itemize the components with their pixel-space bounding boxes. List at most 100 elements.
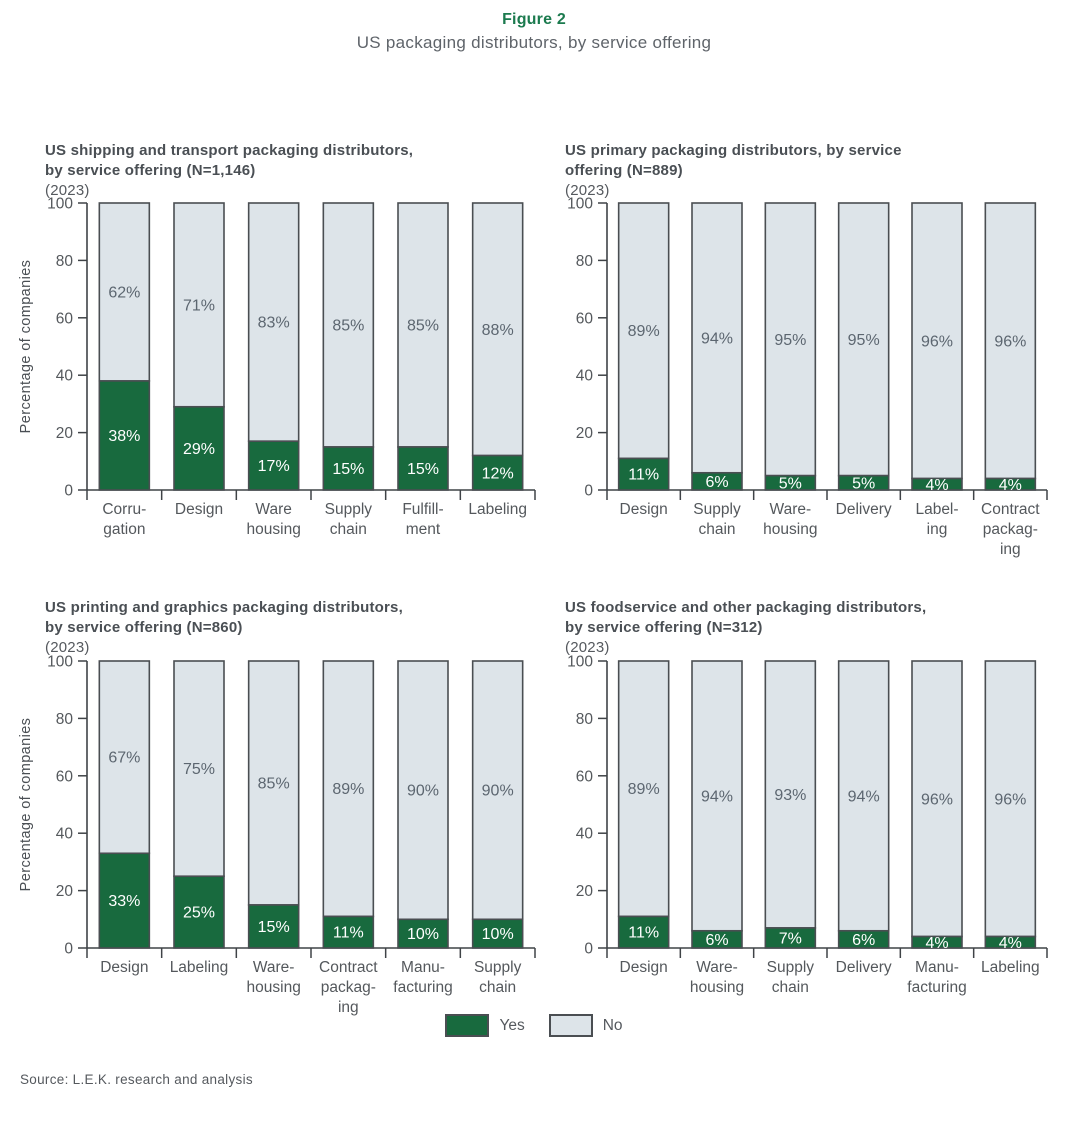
svg-text:40: 40: [576, 368, 594, 385]
svg-text:29%: 29%: [183, 441, 215, 458]
svg-text:93%: 93%: [774, 787, 806, 804]
svg-text:40: 40: [576, 826, 594, 843]
svg-text:Contract: Contract: [319, 959, 378, 976]
svg-text:4%: 4%: [999, 477, 1022, 494]
svg-text:100: 100: [567, 196, 593, 213]
svg-text:11%: 11%: [628, 925, 659, 942]
svg-text:Percentage of companies: Percentage of companies: [18, 260, 34, 434]
svg-text:chain: chain: [479, 979, 516, 996]
chart-title-printing: US printing and graphics packaging distr…: [45, 578, 535, 678]
svg-text:5%: 5%: [852, 475, 875, 492]
svg-text:85%: 85%: [332, 317, 364, 334]
svg-text:94%: 94%: [701, 788, 733, 805]
svg-text:96%: 96%: [921, 791, 953, 808]
svg-text:Design: Design: [175, 501, 223, 518]
chart-title-primary: US primary packaging distributors, by se…: [565, 121, 1055, 221]
svg-text:housing: housing: [690, 979, 744, 996]
svg-text:Supply: Supply: [325, 501, 373, 518]
svg-text:85%: 85%: [407, 317, 439, 334]
svg-text:83%: 83%: [258, 315, 290, 332]
svg-text:89%: 89%: [628, 323, 660, 340]
svg-text:90%: 90%: [407, 783, 439, 800]
svg-text:Delivery: Delivery: [836, 959, 892, 976]
svg-text:Manu-: Manu-: [401, 959, 445, 976]
svg-text:100: 100: [47, 654, 73, 671]
svg-text:96%: 96%: [921, 333, 953, 350]
svg-text:88%: 88%: [482, 322, 514, 339]
chart-year: (2023): [45, 182, 90, 199]
svg-text:Ware-: Ware-: [253, 959, 295, 976]
svg-text:Ware-: Ware-: [696, 959, 738, 976]
svg-text:0: 0: [584, 483, 593, 500]
svg-text:7%: 7%: [779, 930, 802, 947]
svg-text:17%: 17%: [258, 458, 290, 475]
svg-text:Labeling: Labeling: [981, 959, 1040, 976]
svg-text:20: 20: [576, 883, 594, 900]
svg-text:6%: 6%: [852, 932, 875, 949]
svg-text:Delivery: Delivery: [836, 501, 892, 518]
svg-text:20: 20: [576, 425, 594, 442]
svg-text:Fulfill-: Fulfill-: [402, 501, 443, 518]
svg-text:80: 80: [576, 253, 594, 270]
svg-text:15%: 15%: [332, 461, 364, 478]
svg-text:Contract: Contract: [981, 501, 1040, 518]
legend-yes-swatch: [445, 1014, 490, 1037]
stacked-bar-chart-printing: 0 20 40 60 80 100 67% 33% Design 75% 25% Labeling 85…: [18, 654, 536, 1016]
svg-text:facturing: facturing: [393, 979, 452, 996]
figure-title: US packaging distributors, by service of…: [356, 33, 712, 52]
svg-text:housing: housing: [247, 979, 301, 996]
chart-title-shipping: US shipping and transport packaging dist…: [45, 121, 535, 221]
svg-text:Design: Design: [100, 959, 148, 976]
chart-title-text: US primary packaging distributors, by se…: [565, 142, 902, 179]
svg-text:Label-: Label-: [915, 501, 958, 518]
svg-text:100: 100: [567, 654, 593, 671]
svg-text:96%: 96%: [994, 791, 1026, 808]
legend-yes-label: Yes: [499, 1016, 525, 1034]
svg-text:4%: 4%: [925, 477, 948, 494]
figure-label: Figure 2: [502, 11, 566, 28]
chart-title-text: US printing and graphics packaging distr…: [45, 599, 403, 636]
stacked-bar-chart-primary: 0 20 40 60 80 100 89% 11% Design 94% 6% Supply chain…: [567, 196, 1048, 558]
svg-text:94%: 94%: [701, 330, 733, 347]
svg-text:96%: 96%: [994, 333, 1026, 350]
svg-text:15%: 15%: [258, 919, 290, 936]
svg-text:chain: chain: [698, 521, 735, 538]
svg-text:packag-: packag-: [983, 521, 1038, 538]
svg-text:40: 40: [56, 368, 74, 385]
svg-text:chain: chain: [330, 521, 367, 538]
svg-text:Corru-: Corru-: [102, 501, 146, 518]
svg-text:71%: 71%: [183, 297, 215, 314]
svg-text:facturing: facturing: [907, 979, 966, 996]
svg-text:chain: chain: [772, 979, 809, 996]
svg-text:100: 100: [47, 196, 73, 213]
svg-text:94%: 94%: [848, 788, 880, 805]
legend-no-swatch: [548, 1014, 593, 1037]
svg-text:10%: 10%: [407, 926, 439, 943]
source-text: Source: L.E.K. research and analysis: [20, 1072, 253, 1087]
chart-title-text: US shipping and transport packaging dist…: [45, 142, 414, 179]
svg-text:Ware: Ware: [255, 501, 291, 518]
svg-text:Labeling: Labeling: [170, 959, 229, 976]
stacked-bar-chart-foodservice: 0 20 40 60 80 100 89% 11% Design 94% 6% Ware-housin…: [567, 654, 1048, 996]
svg-text:80: 80: [576, 711, 594, 728]
svg-text:75%: 75%: [183, 761, 215, 778]
chart-title-foodservice: US foodservice and other packaging distr…: [565, 578, 1055, 678]
svg-text:60: 60: [576, 310, 594, 327]
svg-text:ing: ing: [1000, 541, 1021, 558]
chart-year: (2023): [565, 639, 610, 656]
svg-text:80: 80: [56, 253, 74, 270]
svg-text:gation: gation: [103, 521, 145, 538]
svg-text:15%: 15%: [407, 461, 439, 478]
legend: Yes No: [0, 1014, 1068, 1037]
svg-text:25%: 25%: [183, 905, 215, 922]
svg-text:packag-: packag-: [321, 979, 376, 996]
svg-text:80: 80: [56, 711, 74, 728]
svg-text:60: 60: [576, 768, 594, 785]
svg-text:40: 40: [56, 826, 74, 843]
chart-year: (2023): [565, 182, 610, 199]
svg-text:10%: 10%: [482, 926, 514, 943]
svg-text:11%: 11%: [333, 925, 364, 942]
svg-text:20: 20: [56, 425, 74, 442]
svg-text:95%: 95%: [848, 332, 880, 349]
svg-text:60: 60: [56, 310, 74, 327]
